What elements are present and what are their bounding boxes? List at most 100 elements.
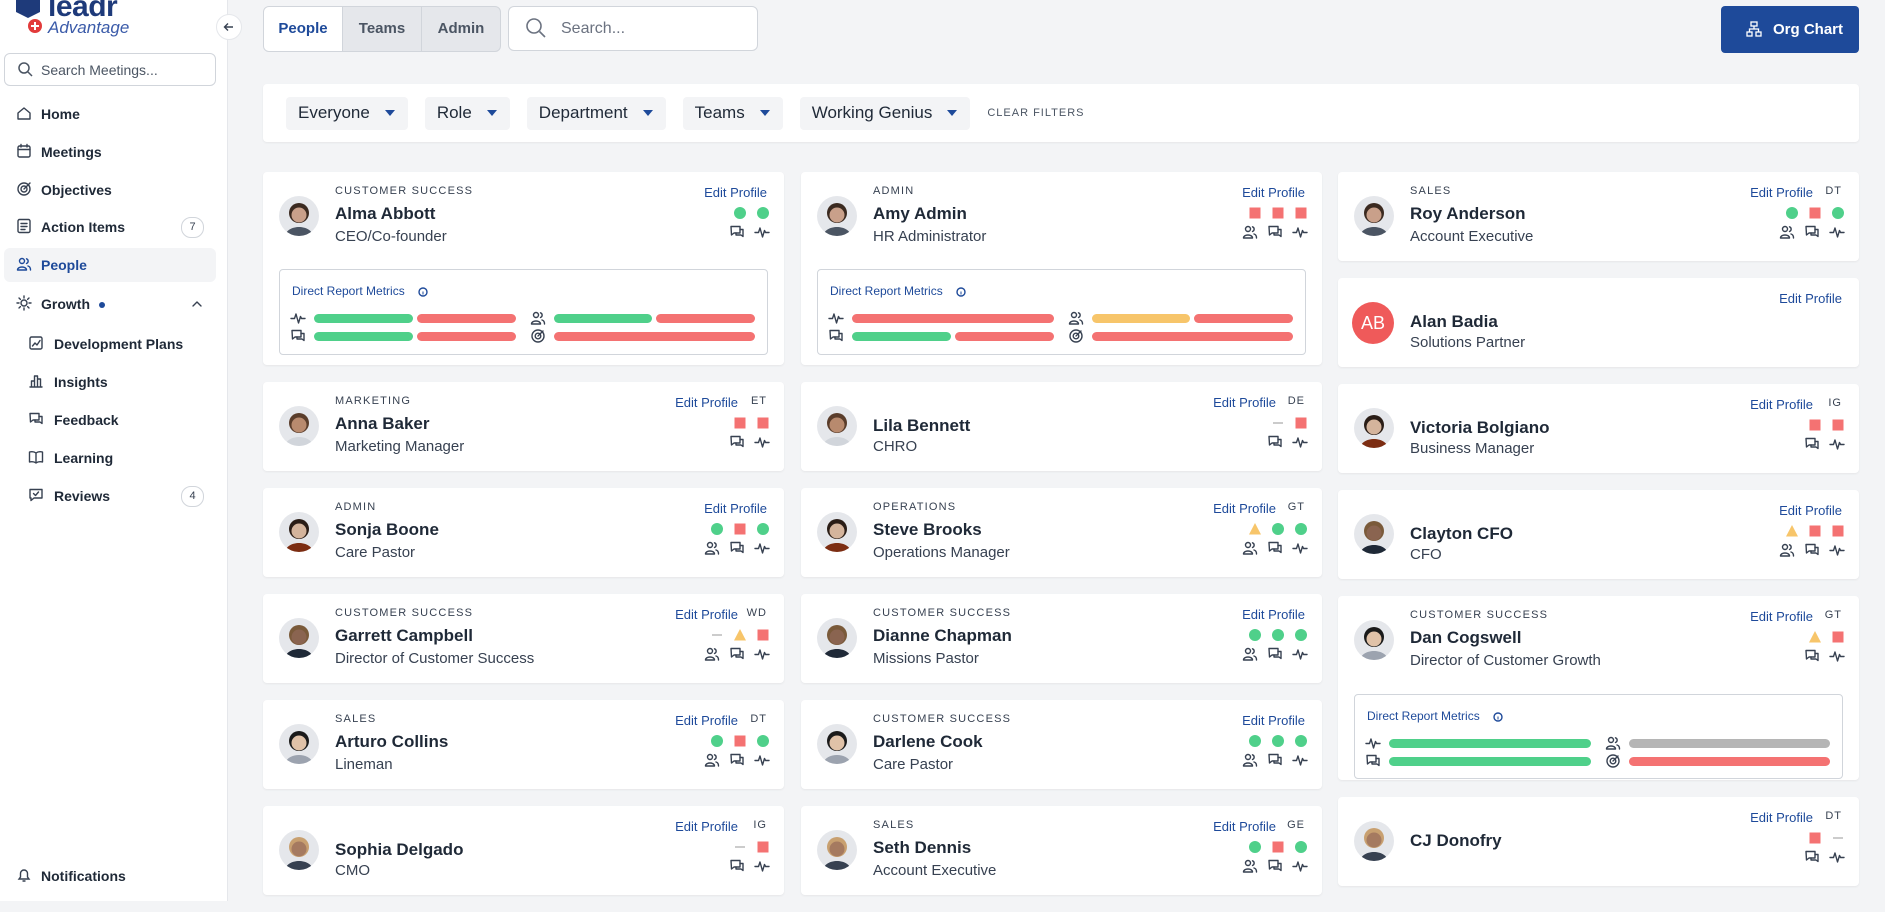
- edit-profile[interactable]: Edit Profile: [1242, 185, 1305, 200]
- filter-dropdown[interactable]: Teams: [682, 96, 783, 130]
- person-name[interactable]: Steve Brooks: [873, 520, 982, 539]
- icon-part: [418, 287, 428, 297]
- edit-profile[interactable]: Edit Profile: [1750, 185, 1813, 200]
- icon-part: [1805, 850, 1816, 861]
- icon-part: [18, 62, 30, 74]
- org-chart-button[interactable]: Org Chart: [1721, 6, 1859, 53]
- nav-item[interactable]: Insights: [4, 365, 216, 399]
- edit-profile[interactable]: Edit Profile: [1779, 291, 1842, 306]
- person-name[interactable]: Alan Badia: [1410, 312, 1498, 331]
- statuses: [1239, 206, 1308, 220]
- job-title: HR Administrator: [873, 228, 987, 245]
- nav-item[interactable]: People: [4, 248, 216, 282]
- nav-icon: [16, 257, 32, 271]
- goal-icon: [1605, 754, 1620, 768]
- icon-part: [1365, 738, 1381, 749]
- icon-part: [1788, 226, 1795, 239]
- notifications[interactable]: Notifications: [4, 859, 216, 893]
- edit-profile[interactable]: Edit Profile: [704, 501, 767, 516]
- tab[interactable]: Admin: [437, 20, 485, 37]
- metrics-group: [290, 328, 516, 344]
- person-name[interactable]: Garrett Campbell: [335, 626, 473, 645]
- icon-part: [1242, 550, 1254, 555]
- filter-dropdown[interactable]: Everyone: [286, 96, 408, 130]
- nav-item[interactable]: Home: [4, 97, 216, 131]
- icon-part: [296, 332, 305, 342]
- icon-part: [1750, 21, 1758, 27]
- person-name[interactable]: Amy Admin: [873, 204, 967, 223]
- person-name[interactable]: Anna Baker: [335, 414, 430, 433]
- nav-item[interactable]: Development Plans: [4, 327, 216, 361]
- edit-profile[interactable]: Edit Profile: [675, 395, 738, 410]
- status-green: [1272, 523, 1284, 535]
- icon-part: [1268, 541, 1279, 552]
- nav-item[interactable]: Learning: [4, 441, 216, 475]
- nav-item[interactable]: Meetings: [4, 135, 216, 169]
- edit-profile[interactable]: Edit Profile: [1242, 607, 1305, 622]
- person-name[interactable]: Sonja Boone: [335, 520, 439, 539]
- working-genius: DT: [1825, 185, 1842, 197]
- info-icon: [956, 287, 966, 297]
- person-name[interactable]: Roy Anderson: [1410, 204, 1526, 223]
- tab[interactable]: Teams: [343, 7, 422, 51]
- edit-profile[interactable]: Edit Profile: [1750, 397, 1813, 412]
- tab[interactable]: People: [264, 7, 343, 51]
- icon-part: [290, 313, 306, 324]
- person-card: CUSTOMER SUCCESS Dan Cogswell Director of …: [1338, 596, 1859, 780]
- edit-profile[interactable]: Edit Profile: [1779, 503, 1842, 518]
- icon-part: [1268, 753, 1279, 764]
- icon-part: [1249, 841, 1261, 853]
- icon-part: [1295, 417, 1307, 429]
- edit-profile[interactable]: Edit Profile: [675, 607, 738, 622]
- filter-dropdown[interactable]: Department: [526, 96, 666, 130]
- icon-part: [285, 649, 313, 658]
- filter-dropdown[interactable]: Role: [424, 96, 510, 130]
- person-card: AB Alan Badia Solutions Partner Edit Profil…: [1338, 278, 1859, 367]
- person-name[interactable]: Dan Cogswell: [1410, 628, 1522, 647]
- edit-profile[interactable]: Edit Profile: [1213, 819, 1276, 834]
- edit-profile[interactable]: Edit Profile: [1213, 395, 1276, 410]
- edit-profile[interactable]: Edit Profile: [704, 185, 767, 200]
- person-name[interactable]: Darlene Cook: [873, 732, 983, 751]
- status-red: [1295, 207, 1307, 219]
- edit-profile[interactable]: Edit Profile: [675, 819, 738, 834]
- icon-part: [829, 207, 845, 223]
- person-name[interactable]: Arturo Collins: [335, 732, 449, 751]
- icon-part: [1779, 234, 1791, 239]
- chat-icon: [730, 647, 744, 660]
- clear-filters[interactable]: CLEAR FILTERS: [987, 107, 1085, 119]
- person-name[interactable]: Sophia Delgado: [335, 840, 464, 859]
- nav-item[interactable]: Objectives: [4, 173, 216, 207]
- edit-profile[interactable]: Edit Profile: [1750, 609, 1813, 624]
- edit-profile[interactable]: Edit Profile: [675, 713, 738, 728]
- nav-item[interactable]: Reviews 4: [4, 479, 216, 513]
- status-red: [1832, 631, 1844, 643]
- person-name[interactable]: Alma Abbott: [335, 204, 436, 223]
- person-name[interactable]: Lila Bennett: [873, 416, 971, 435]
- icon-part: [20, 185, 28, 193]
- direct-report-metrics: Direct Report Metrics: [817, 269, 1306, 355]
- edit-profile[interactable]: Edit Profile: [1242, 713, 1305, 728]
- nav-label: Objectives: [41, 182, 112, 198]
- nav-item[interactable]: Action Items 7: [4, 210, 216, 244]
- edit-profile[interactable]: Edit Profile: [1213, 501, 1276, 516]
- person-name[interactable]: Dianne Chapman: [873, 626, 1012, 645]
- edit-profile[interactable]: Edit Profile: [1750, 810, 1813, 825]
- person-name[interactable]: Seth Dennis: [873, 838, 972, 857]
- person-name[interactable]: Clayton CFO: [1410, 524, 1513, 543]
- filter-dropdown[interactable]: Working Genius: [799, 96, 971, 130]
- person-name[interactable]: Victoria Bolgiano: [1410, 418, 1550, 437]
- person-card: CUSTOMER SUCCESS Dianne Chapman Missions P…: [801, 594, 1322, 683]
- icon-part: [823, 861, 851, 870]
- icon-part: [1829, 545, 1845, 556]
- status-green: [1272, 629, 1284, 641]
- icon-part: [28, 451, 44, 464]
- person-card: CUSTOMER SUCCESS Alma Abbott CEO/Co-founde…: [263, 172, 784, 365]
- person-name[interactable]: CJ Donofry: [1410, 831, 1502, 850]
- nav-item[interactable]: Growth: [4, 287, 216, 321]
- nav-item[interactable]: Feedback: [4, 403, 216, 437]
- collapse-button[interactable]: [216, 14, 242, 40]
- people-search[interactable]: Search...: [508, 6, 758, 51]
- icon-part: [1251, 542, 1258, 555]
- meeting-search[interactable]: Search Meetings...: [4, 53, 216, 86]
